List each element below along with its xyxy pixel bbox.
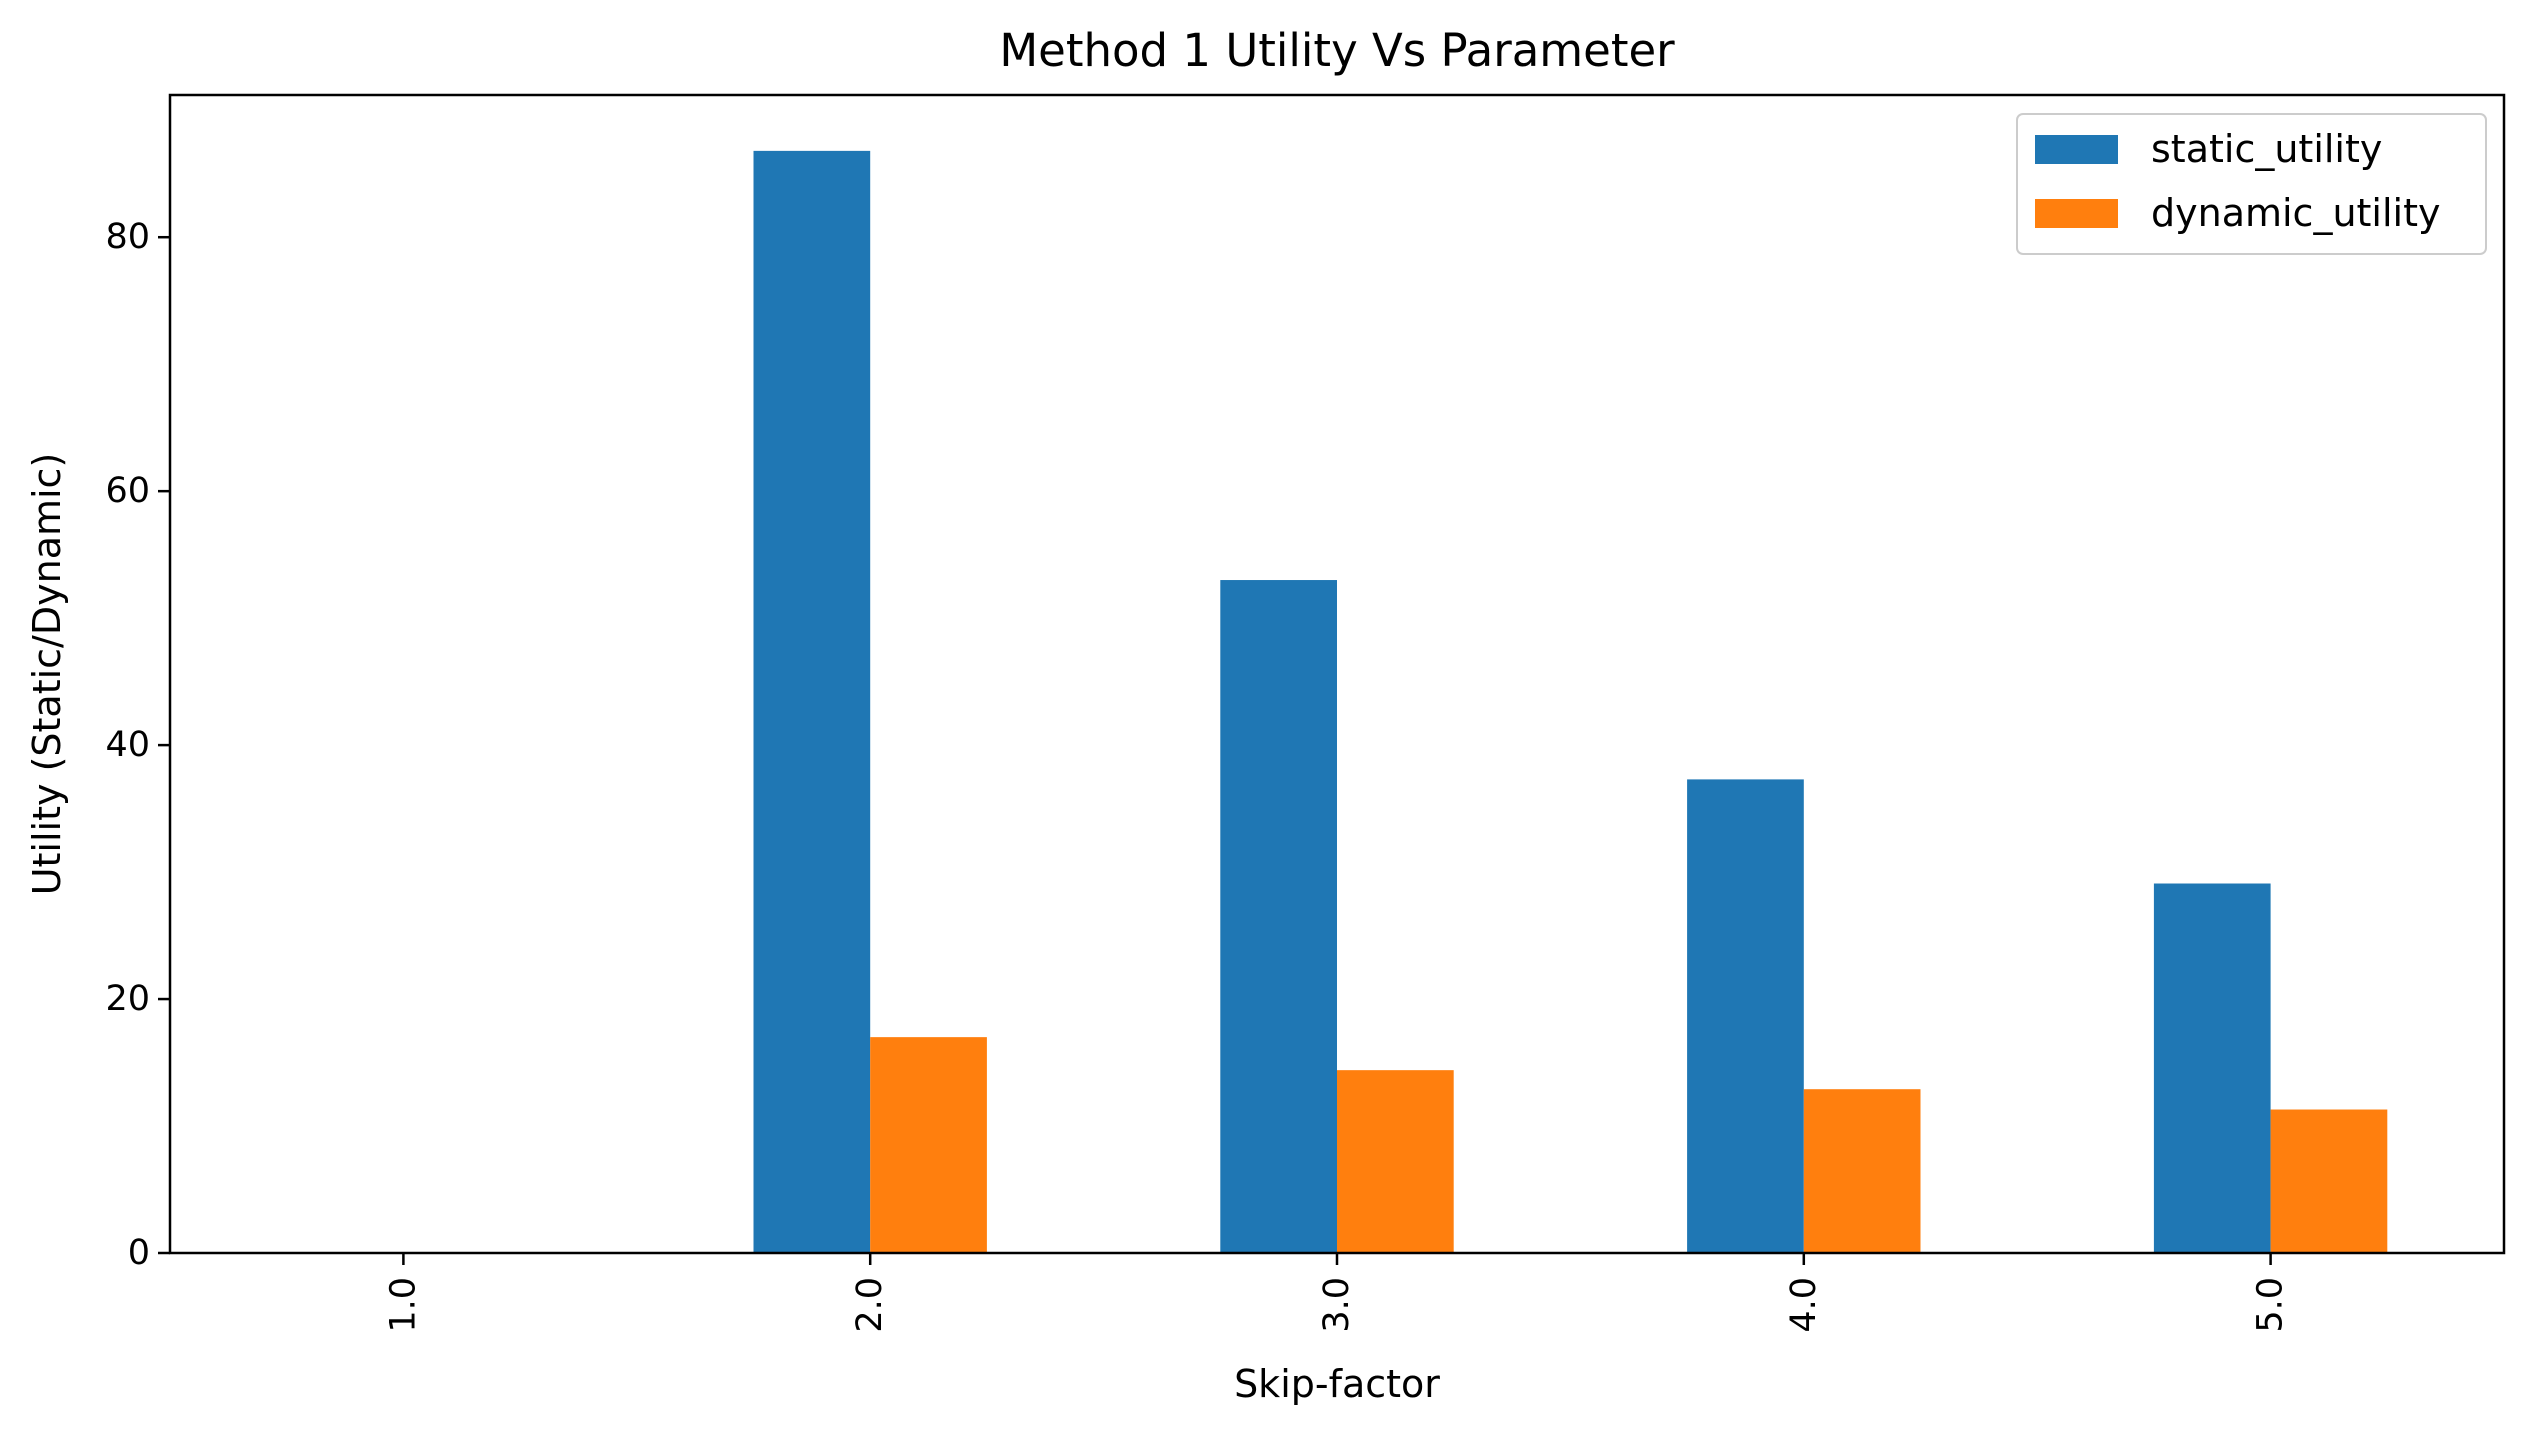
legend-frame [2016, 113, 2487, 255]
y-tick-label: 40 [105, 725, 150, 765]
bar-dynamic-utility-5-0 [2270, 1109, 2388, 1253]
x-axis-label: Skip-factor [1234, 1362, 1440, 1406]
bars-layer [753, 150, 2388, 1253]
bar-static-utility-3-0 [1220, 580, 1337, 1253]
x-tick-label: 4.0 [1784, 1277, 1824, 1333]
legend-label-dynamic-utility: dynamic_utility [2151, 191, 2441, 235]
bar-static-utility-5-0 [2153, 883, 2271, 1253]
bar-dynamic-utility-4-0 [1803, 1089, 1921, 1253]
legend-label-static-utility: static_utility [2151, 127, 2382, 171]
legend: static_utility dynamic_utility [2016, 113, 2487, 255]
x-axis-ticks: 1.0 2.0 3.0 4.0 5.0 [383, 1253, 2291, 1333]
x-tick-label: 5.0 [2251, 1277, 2291, 1333]
x-tick-label: 2.0 [850, 1277, 890, 1333]
plot-area-frame [168, 93, 2506, 1255]
x-tick-label: 3.0 [1317, 1277, 1357, 1333]
y-tick-label: 80 [105, 217, 150, 257]
bar-dynamic-utility-3-0 [1337, 1070, 1454, 1253]
chart-title: Method 1 Utility Vs Parameter [999, 24, 1675, 77]
y-tick-label: 0 [128, 1233, 150, 1273]
y-axis-label: Utility (Static/Dynamic) [25, 453, 69, 896]
bar-dynamic-utility-2-0 [870, 1037, 987, 1253]
legend-swatch-static-utility [2035, 135, 2118, 164]
legend-swatch-dynamic-utility [2035, 199, 2118, 228]
y-axis-ticks: 0 20 40 60 80 [105, 217, 170, 1273]
bar-static-utility-4-0 [1687, 779, 1804, 1253]
y-tick-label: 60 [105, 471, 150, 511]
bar-static-utility-2-0 [753, 150, 871, 1253]
x-tick-label: 1.0 [383, 1277, 423, 1333]
y-tick-label: 20 [105, 979, 150, 1019]
